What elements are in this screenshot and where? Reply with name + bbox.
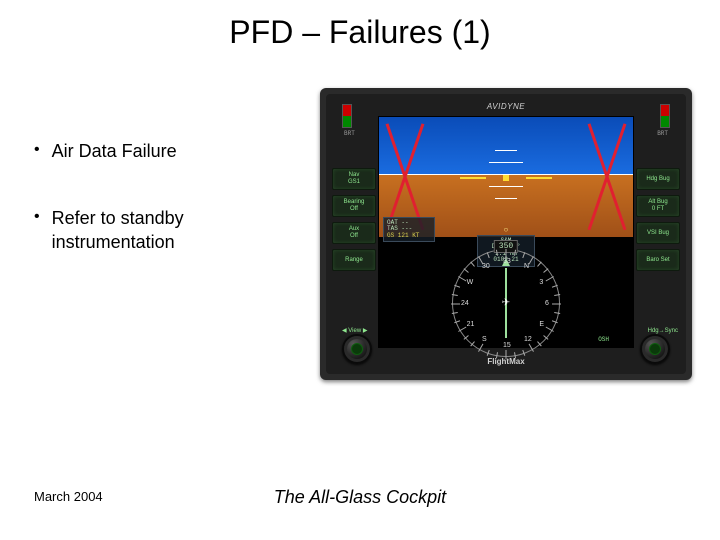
data-line: GS 121 KT <box>387 233 431 240</box>
compass-tick <box>451 303 460 304</box>
compass-tick <box>506 249 507 258</box>
compass-rose: 350 ✈ 33N36E1215S2124W30 <box>452 249 560 357</box>
vsi-bug-button[interactable]: VSI Bug <box>636 222 680 244</box>
compass-tick <box>452 294 458 296</box>
bullet-dot-icon: • <box>34 207 40 228</box>
compass-tick <box>552 284 558 287</box>
compass-tick <box>522 349 525 355</box>
btn-label: Off <box>350 233 358 240</box>
btn-label: Baro Set <box>646 257 669 264</box>
altitude-fail-x-icon <box>587 121 627 233</box>
right-button-column: Hdg Bug Alt Bug0 FT VSI Bug Baro Set <box>636 168 680 271</box>
compass-cardinal-label: 21 <box>467 321 475 328</box>
pitch-ladder-line <box>489 162 523 163</box>
compass-cardinal-label: 12 <box>524 336 532 343</box>
compass-tick <box>464 268 469 273</box>
btn-label: VSI Bug <box>647 230 669 237</box>
bullet-item: • Air Data Failure <box>34 140 294 163</box>
pitch-ladder-line <box>495 198 517 199</box>
right-knob[interactable] <box>640 334 670 364</box>
brt-label-left: BRT <box>344 130 355 137</box>
baro-set-button[interactable]: Baro Set <box>636 249 680 271</box>
compass-tick <box>554 312 560 314</box>
btn-label: 0 FT <box>652 206 664 213</box>
brightness-indicator-right <box>660 104 670 128</box>
btn-label: Bearing <box>344 199 365 206</box>
compass-tick <box>464 335 469 340</box>
compass-tick <box>554 294 560 296</box>
pfd-instrument: AVIDYNE FlightMax BRT BRT NavGS1 Bearing… <box>320 88 692 380</box>
btn-label: Alt Bug <box>648 199 667 206</box>
nav-button[interactable]: NavGS1 <box>332 168 376 190</box>
brt-label-right: BRT <box>657 130 668 137</box>
compass-cardinal-label: N <box>524 263 529 270</box>
bullet-dot-icon: • <box>34 140 40 161</box>
compass-tick <box>552 320 558 323</box>
page-title: PFD – Failures (1) <box>0 14 720 51</box>
btn-label: GS1 <box>348 179 360 186</box>
compass-cardinal-label: 3 <box>539 279 543 286</box>
hsi-panel: OAT -- TAS --- GS 121 KT S&M DTK 349° 2.… <box>379 237 633 347</box>
aux-button[interactable]: AuxOff <box>332 222 376 244</box>
compass-tick <box>529 256 534 264</box>
compass-tick <box>506 350 507 359</box>
btn-label: Aux <box>349 226 359 233</box>
compass-tick <box>537 261 542 266</box>
compass-tick <box>514 352 516 358</box>
compass-tick <box>470 261 475 266</box>
bullet-list: • Air Data Failure • Refer to standby in… <box>34 140 294 298</box>
compass-tick <box>552 303 561 304</box>
btn-label: Hdg Bug <box>646 176 669 183</box>
footer-subtitle: The All-Glass Cockpit <box>0 487 720 508</box>
compass-tick <box>546 326 554 331</box>
pfd-bezel: AVIDYNE FlightMax BRT BRT NavGS1 Bearing… <box>326 94 686 374</box>
bullet-item: • Refer to standby instrumentation <box>34 207 294 254</box>
compass-tick <box>452 312 458 314</box>
aircraft-icon: ✈ <box>502 297 510 308</box>
compass-tick <box>487 349 490 355</box>
compass-cardinal-label: 15 <box>503 342 511 349</box>
btn-label: Range <box>345 257 363 264</box>
compass-cardinal-label: E <box>539 321 544 328</box>
compass-cardinal-label: 6 <box>545 300 549 307</box>
compass-tick <box>454 284 460 287</box>
btn-label: Nav <box>349 172 360 179</box>
compass-tick <box>458 276 466 281</box>
compass-tick <box>537 341 542 346</box>
pitch-ladder-line <box>495 150 517 151</box>
brightness-indicator-left <box>342 104 352 128</box>
compass-cardinal-label: 24 <box>461 300 469 307</box>
compass-cardinal-label: 33 <box>503 258 511 265</box>
range-button[interactable]: Range <box>332 249 376 271</box>
alt-readout: ○ <box>504 226 509 235</box>
compass-cardinal-label: 30 <box>482 263 490 270</box>
compass-cardinal-label: W <box>467 279 474 286</box>
left-knob-label: ◀ View ▶ <box>342 327 367 334</box>
left-button-column: NavGS1 BearingOff AuxOff Range <box>332 168 376 271</box>
left-knob[interactable] <box>342 334 372 364</box>
alt-bug-button[interactable]: Alt Bug0 FT <box>636 195 680 217</box>
bearing-button[interactable]: BearingOff <box>332 195 376 217</box>
compass-tick <box>546 276 554 281</box>
btn-label: Off <box>350 206 358 213</box>
bullet-text: Air Data Failure <box>52 140 177 163</box>
compass-tick <box>543 268 548 273</box>
compass-tick <box>529 343 534 351</box>
compass-tick <box>522 252 525 258</box>
pfd-screen: ○ OAT -- TAS --- GS 121 KT S&M DTK 349° … <box>378 116 634 348</box>
compass-tick <box>543 335 548 340</box>
compass-tick <box>454 320 460 323</box>
bullet-text: Refer to standby instrumentation <box>52 207 294 254</box>
pfd-brand-label: AVIDYNE <box>487 102 525 111</box>
hdg-bug-button[interactable]: Hdg Bug <box>636 168 680 190</box>
pitch-ladder-line <box>489 186 523 187</box>
compass-tick <box>458 326 466 331</box>
right-knob-label: Hdg→Sync <box>648 328 678 334</box>
compass-tick <box>478 343 483 351</box>
wpt-label: OSH <box>598 336 609 343</box>
oat-tas-box: OAT -- TAS --- GS 121 KT <box>383 217 435 243</box>
compass-tick <box>470 341 475 346</box>
compass-tick <box>487 252 490 258</box>
compass-cardinal-label: S <box>482 336 487 343</box>
